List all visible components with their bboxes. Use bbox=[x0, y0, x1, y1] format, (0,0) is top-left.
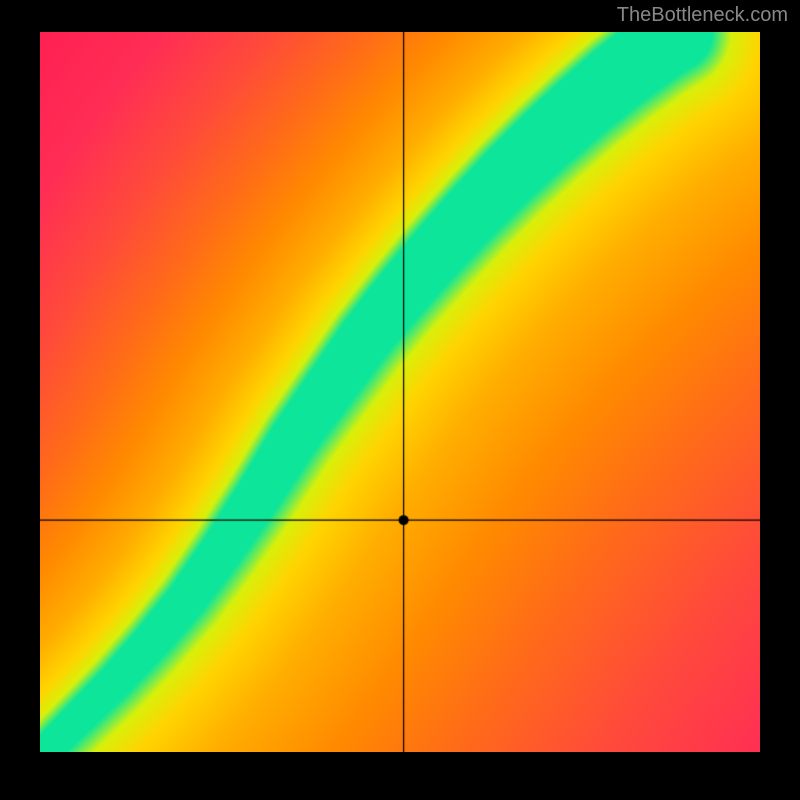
chart-container: TheBottleneck.com bbox=[0, 0, 800, 800]
heatmap-canvas bbox=[40, 32, 760, 752]
watermark-text: TheBottleneck.com bbox=[617, 4, 788, 27]
plot-area bbox=[40, 32, 760, 752]
